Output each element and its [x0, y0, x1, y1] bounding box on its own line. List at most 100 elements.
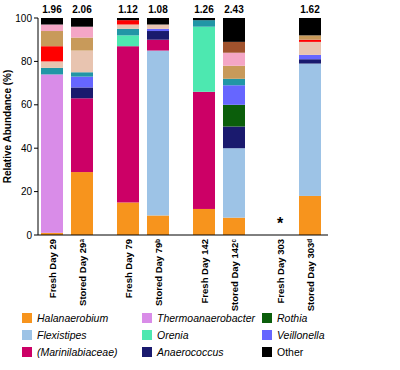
bar-segment	[147, 29, 169, 31]
legend-label: Veillonella	[277, 329, 325, 341]
bar-segment	[299, 35, 321, 39]
bar-segment	[299, 18, 321, 35]
bar-segment	[71, 87, 93, 98]
bar-segment	[147, 215, 169, 235]
diversity-label: 1.12	[118, 4, 138, 15]
legend-label: Rothia	[277, 312, 308, 324]
bar-segment	[299, 40, 321, 42]
bar-segment	[193, 209, 215, 235]
bar-segment	[41, 18, 63, 25]
bar-segment	[41, 46, 63, 61]
diversity-label: 2.06	[72, 4, 92, 15]
bar-segment	[147, 25, 169, 29]
bar-segment	[71, 98, 93, 172]
bar-segment	[147, 51, 169, 216]
bar-segment	[147, 31, 169, 40]
bar-segment	[71, 27, 93, 38]
bar-segment	[117, 25, 139, 29]
bar-segment	[41, 68, 63, 75]
bar-segment	[71, 77, 93, 88]
legend-swatch	[22, 313, 32, 323]
bar-segment	[71, 172, 93, 235]
legend-swatch	[22, 347, 32, 357]
y-tick-label: 40	[21, 143, 33, 154]
bar-segment	[299, 196, 321, 235]
legend-swatch	[142, 330, 152, 340]
bar-segment	[71, 51, 93, 73]
diversity-label: 1.62	[300, 4, 320, 15]
bar-segment	[223, 218, 245, 235]
bar-segment	[147, 18, 169, 25]
bar-segment	[299, 42, 321, 55]
bar-segment	[223, 18, 245, 42]
bar-segment	[117, 202, 139, 235]
y-tick	[34, 191, 38, 192]
legend-swatch	[262, 330, 272, 340]
legend-label: Other	[277, 346, 304, 358]
x-tick-label: Fresh Day 303	[275, 239, 286, 303]
x-tick-label: Stored Day 29ᵃ	[77, 239, 88, 306]
legend-swatch	[142, 347, 152, 357]
bar-segment	[117, 18, 139, 20]
diversity-label: 1.26	[194, 4, 214, 15]
y-axis-label: Relative Abundance (%)	[2, 70, 13, 184]
diversity-label: 1.96	[42, 4, 62, 15]
x-tick-label: Fresh Day 79	[123, 239, 134, 298]
legend-swatch	[22, 330, 32, 340]
bar-segment	[223, 79, 245, 86]
bar-segment	[223, 42, 245, 53]
x-tick-label: Stored Day 303ᵈ	[305, 239, 316, 312]
y-tick	[34, 18, 38, 19]
annotation: *	[277, 215, 284, 232]
bar-segment	[223, 66, 245, 79]
y-tick-label: 100	[15, 13, 32, 24]
bar-segment	[71, 18, 93, 27]
y-tick-label: 60	[21, 99, 33, 110]
bar-segment	[117, 46, 139, 202]
x-tick-label: Fresh Day 142	[199, 239, 210, 303]
x-tick-label: Stored Day 79ᵇ	[153, 239, 164, 306]
bar-segment	[223, 85, 245, 105]
x-axis	[38, 235, 328, 236]
chart: 0 20 40 60 80 100 Relative Abundance (%) Fresh …	[0, 0, 400, 370]
y-tick	[34, 61, 38, 62]
legend-swatch	[142, 313, 152, 323]
bar-segment	[223, 127, 245, 149]
bar-segment	[41, 74, 63, 232]
bar-segment	[41, 61, 63, 68]
legend-label: Anaerococcus	[156, 346, 224, 358]
legend-label: Orenia	[157, 329, 189, 341]
bar-segment	[223, 105, 245, 127]
legend-swatch	[262, 347, 272, 357]
x-tick-label: Stored Day 142ᶜ	[229, 239, 240, 312]
bar-segment	[299, 64, 321, 196]
bar-segment	[193, 20, 215, 27]
y-tick	[34, 104, 38, 105]
y-tick	[34, 235, 38, 236]
bar-segment	[147, 40, 169, 51]
bar-segment	[41, 31, 63, 46]
bar-segment	[299, 55, 321, 59]
bar-segment	[71, 38, 93, 51]
diversity-label: 1.08	[148, 4, 168, 15]
bar-segment	[117, 20, 139, 24]
x-tick-label: Fresh Day 29	[47, 239, 58, 298]
legend-label: Halanaerobium	[37, 312, 108, 324]
y-tick-label: 0	[26, 230, 32, 241]
bar-segment	[117, 29, 139, 36]
diversity-label: 2.43	[224, 4, 244, 15]
bars	[41, 18, 321, 235]
bar-segment	[117, 35, 139, 46]
y-tick-label: 20	[21, 186, 33, 197]
legend-swatch	[262, 313, 272, 323]
bar-segment	[41, 25, 63, 32]
legend-label: Flexistipes	[37, 329, 87, 341]
bar-segment	[299, 59, 321, 63]
y-tick	[34, 148, 38, 149]
bar-segment	[193, 92, 215, 209]
bar-segment	[193, 18, 215, 20]
bar-segment	[223, 53, 245, 66]
bar-segment	[223, 148, 245, 217]
y-axis	[38, 18, 39, 235]
y-tick-label: 80	[21, 56, 33, 67]
